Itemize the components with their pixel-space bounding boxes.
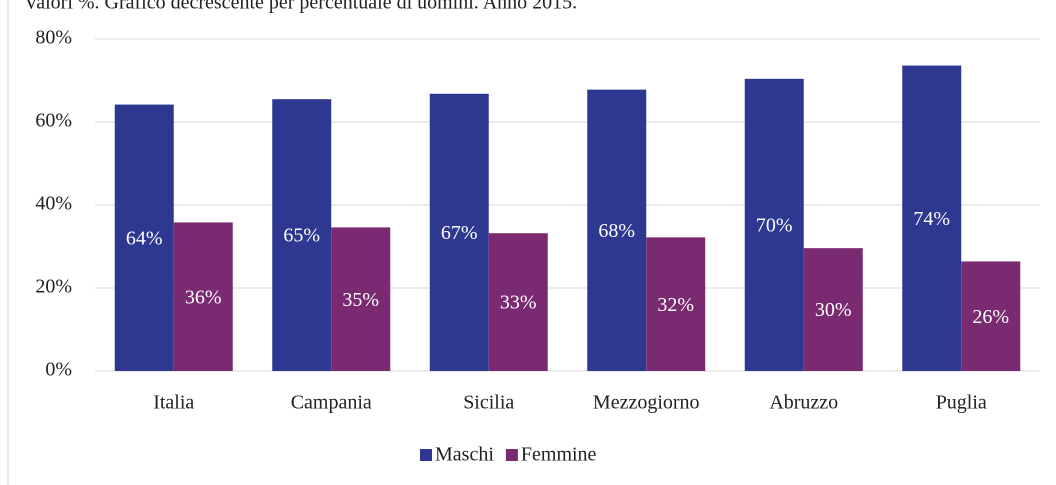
x-tick-label: Puglia [936,392,987,414]
data-label: 68% [598,220,635,242]
bar [744,78,804,371]
legend-label: Femmine [521,444,597,466]
bar [173,222,233,371]
bar [587,89,647,371]
data-label: 26% [972,306,1009,328]
x-tick-label: Italia [153,392,194,414]
x-tick-label: Sicilia [463,392,514,414]
data-label: 30% [815,299,852,321]
y-tick-label: 20% [35,276,72,298]
data-label: 32% [657,294,694,316]
y-tick-label: 0% [45,359,72,381]
bar [961,261,1021,371]
data-label: 67% [441,222,478,244]
bar [902,65,962,371]
bar [114,104,174,371]
bar [803,248,863,371]
x-tick-label: Mezzogiorno [593,392,700,414]
data-label: 74% [913,208,950,230]
chart-title: Valori %. Grafico decrescente per percen… [24,0,577,14]
x-tick-label: Abruzzo [769,392,838,414]
y-tick-label: 80% [35,27,72,49]
bar [488,233,548,371]
data-label: 70% [756,215,793,237]
bar [331,227,391,371]
data-label: 36% [185,286,222,308]
y-tick-label: 60% [35,110,72,132]
legend-swatch [505,449,518,461]
data-label: 35% [342,289,379,311]
x-tick-label: Campania [291,392,372,414]
data-label: 65% [283,225,320,247]
legend-swatch [420,449,432,461]
bar [429,93,489,371]
legend-label: Maschi [435,444,494,466]
bar [646,237,706,371]
data-label: 33% [500,292,537,314]
bar [272,99,332,372]
y-tick-label: 40% [35,193,72,215]
data-label: 64% [126,227,163,249]
